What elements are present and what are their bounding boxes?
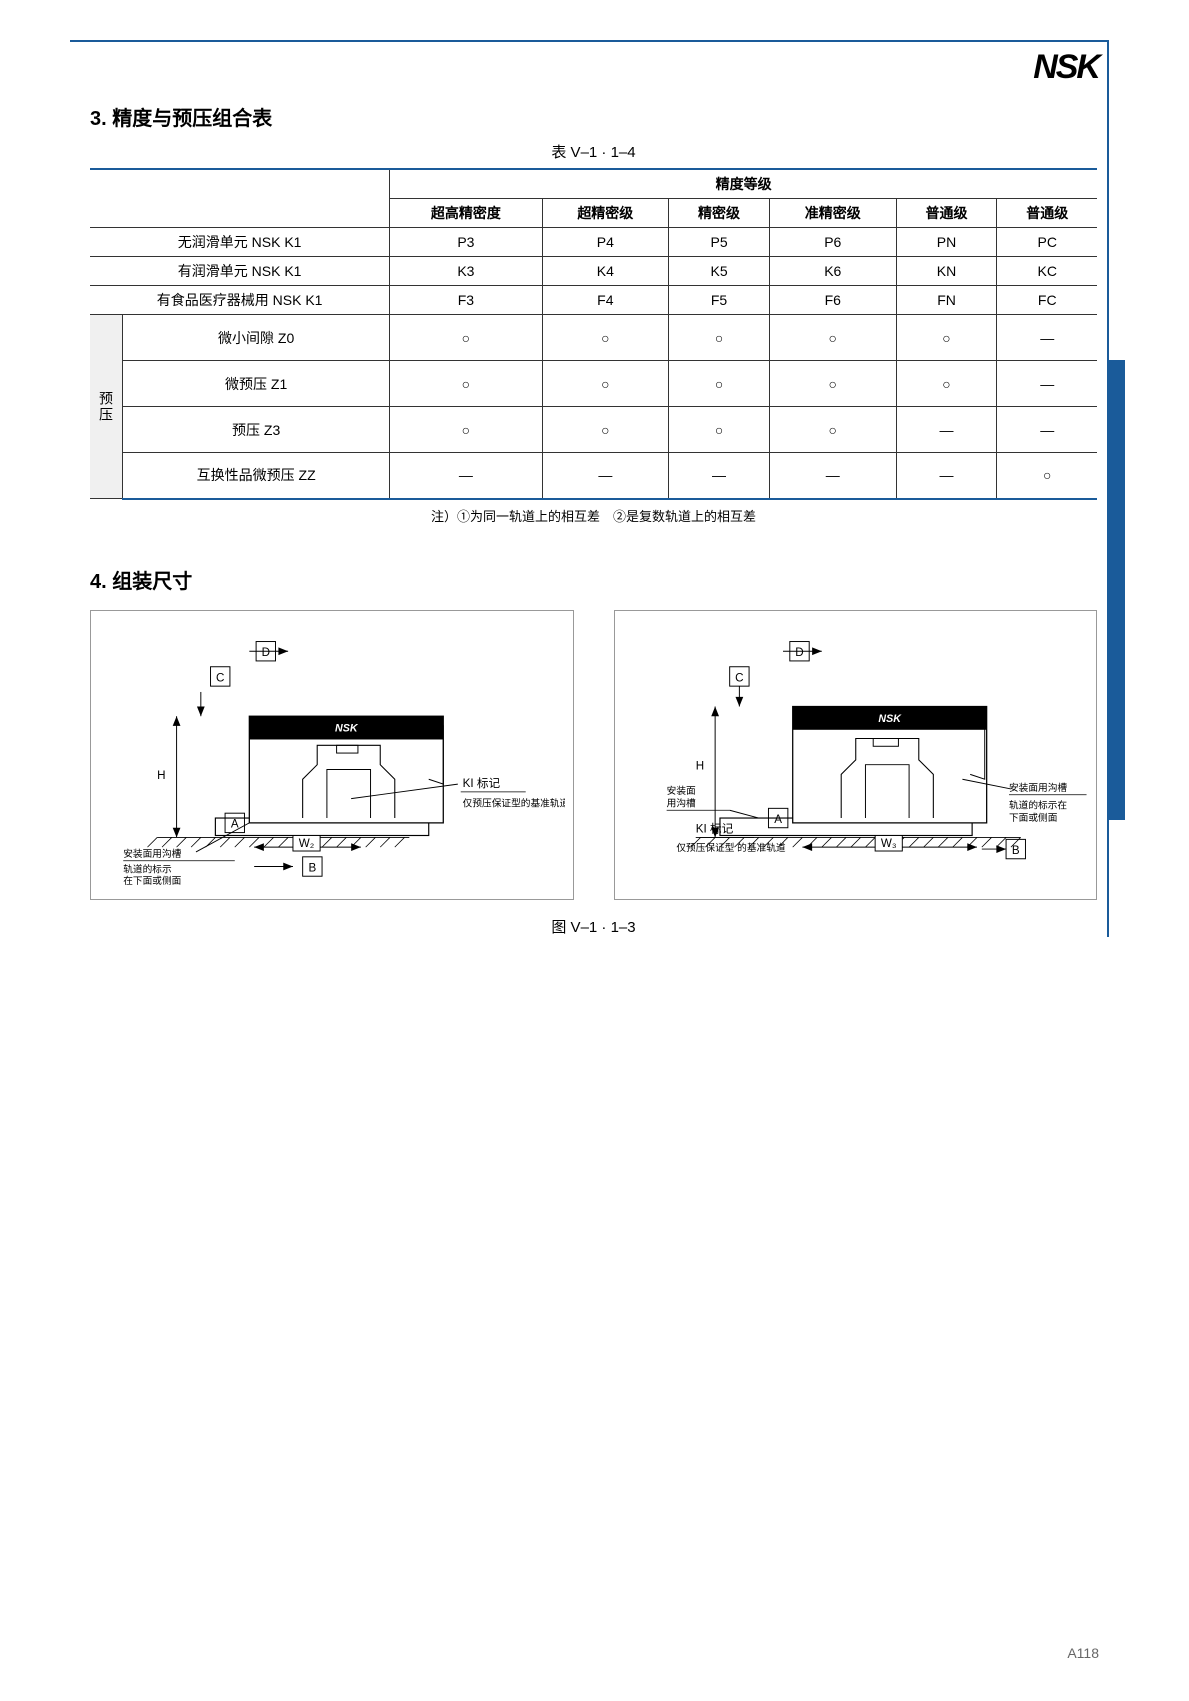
page-number: A118 — [1067, 1645, 1099, 1661]
svg-text:C: C — [216, 671, 224, 684]
section4-title: 4. 组装尺寸 — [90, 565, 1097, 594]
preload-label: 预压 — [90, 315, 123, 499]
svg-text:NSK: NSK — [878, 713, 902, 725]
svg-text:用沟槽: 用沟槽 — [666, 796, 695, 809]
col-header-1: 超精密级 — [542, 199, 669, 228]
diagram-1-svg: NSK H C — [99, 619, 565, 891]
svg-text:仅预压保证型的基准轨道: 仅预压保证型的基准轨道 — [463, 796, 565, 809]
col-header-4: 普通级 — [896, 199, 997, 228]
table-row: 预压 Z3 ○ ○ ○ ○ — — — [90, 407, 1097, 453]
col-header-0: 超高精密度 — [390, 199, 542, 228]
svg-text:W₃: W₃ — [880, 837, 896, 850]
svg-text:A: A — [774, 812, 782, 825]
row-label: 有食品医疗器械用 NSK K1 — [90, 286, 390, 315]
table-footnote: 注）①为同一轨道上的相互差 ②是复数轨道上的相互差 — [90, 506, 1097, 525]
diagram-row: NSK H C — [90, 610, 1097, 900]
svg-text:B: B — [1011, 843, 1019, 856]
svg-text:C: C — [735, 671, 743, 684]
side-tab-number: 118 — [1131, 414, 1153, 431]
table-row: 预压 微小间隙 Z0 ○ ○ ○ ○ ○ — — [90, 315, 1097, 361]
svg-text:仅预压保证型 的基准轨道: 仅预压保证型 的基准轨道 — [676, 841, 786, 854]
svg-text:轨道的标示: 轨道的标示 — [123, 862, 172, 875]
table-row: 无润滑单元 NSK K1 P3 P4 P5 P6 PN PC — [90, 228, 1097, 257]
col-header-5: 普通级 — [997, 199, 1097, 228]
svg-text:B: B — [308, 861, 316, 874]
svg-text:H: H — [695, 759, 703, 772]
table-row: 微预压 Z1 ○ ○ ○ ○ ○ — — [90, 361, 1097, 407]
figure-caption: 图 V–1 · 1–3 — [90, 916, 1097, 937]
preload-row-label: 互换性品微预压 ZZ — [123, 453, 390, 499]
svg-text:安装面: 安装面 — [666, 783, 695, 796]
preload-row-label: 微小间隙 Z0 — [123, 315, 390, 361]
svg-text:D: D — [795, 646, 803, 659]
preload-row-label: 预压 Z3 — [123, 407, 390, 453]
table-row: 有食品医疗器械用 NSK K1 F3 F4 F5 F6 FN FC — [90, 286, 1097, 315]
svg-text:NSK: NSK — [335, 722, 359, 734]
diagram-1: NSK H C — [90, 610, 574, 900]
table-caption: 表 V–1 · 1–4 — [90, 141, 1097, 162]
preload-row-label: 微预压 Z1 — [123, 361, 390, 407]
row-label: 有润滑单元 NSK K1 — [90, 257, 390, 286]
side-tab — [1107, 360, 1125, 820]
svg-text:D: D — [262, 646, 270, 659]
diagram-2-svg: NSK H C — [623, 619, 1089, 891]
precision-preload-table: 精度等级 超高精密度 超精密级 精密级 准精密级 普通级 普通级 无润滑单元 N… — [90, 168, 1097, 500]
col-header-2: 精密级 — [669, 199, 770, 228]
svg-text:W₂: W₂ — [299, 837, 315, 850]
section3-title: 3. 精度与预压组合表 — [90, 102, 1097, 131]
svg-text:在下面或侧面: 在下面或侧面 — [123, 873, 181, 886]
row-label: 无润滑单元 NSK K1 — [90, 228, 390, 257]
svg-text:轨道的标示在: 轨道的标示在 — [1008, 798, 1066, 811]
svg-text:下面或侧面: 下面或侧面 — [1008, 810, 1057, 823]
svg-text:安装面用沟槽: 安装面用沟槽 — [1008, 780, 1066, 793]
col-header-3: 准精密级 — [770, 199, 897, 228]
svg-text:KI 标记: KI 标记 — [463, 777, 501, 790]
svg-text:KI 标记: KI 标记 — [695, 822, 733, 835]
page-frame: 3. 精度与预压组合表 表 V–1 · 1–4 精度等级 超高精密度 超精密级 … — [70, 40, 1109, 937]
svg-text:安装面用沟槽: 安装面用沟槽 — [123, 846, 181, 859]
header-span: 精度等级 — [390, 169, 1097, 199]
table-row: 有润滑单元 NSK K1 K3 K4 K5 K6 KN KC — [90, 257, 1097, 286]
svg-text:H: H — [157, 769, 165, 782]
diagram-2: NSK H C — [614, 610, 1098, 900]
table-row: 互换性品微预压 ZZ — — — — — ○ — [90, 453, 1097, 499]
side-tab-letter: A — [1133, 390, 1145, 410]
content-area: 3. 精度与预压组合表 表 V–1 · 1–4 精度等级 超高精密度 超精密级 … — [70, 42, 1107, 937]
